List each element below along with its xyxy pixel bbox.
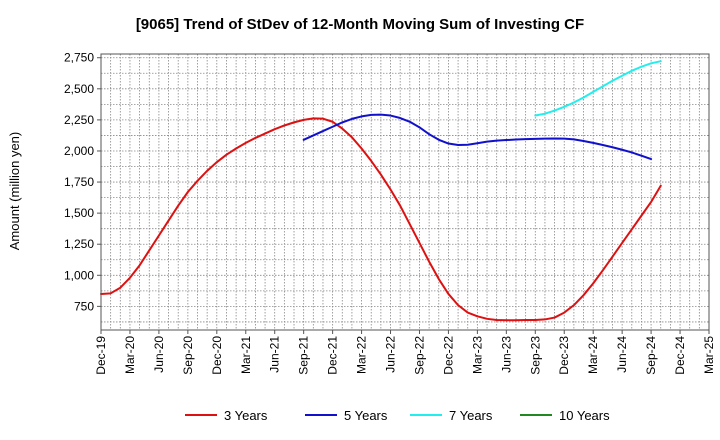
y-tick-label: 2,000 <box>64 144 94 158</box>
x-tick-label: Sep-24 <box>644 336 658 375</box>
grid <box>101 54 709 330</box>
y-tick-label: 1,000 <box>64 268 94 282</box>
x-tick-label: Mar-21 <box>239 336 253 374</box>
x-tick-label: Mar-20 <box>123 336 137 374</box>
x-tick-label: Sep-20 <box>181 336 195 375</box>
x-tick-label: Dec-19 <box>94 336 108 375</box>
legend-label-10-years: 10 Years <box>559 408 610 423</box>
x-tick-label: Dec-22 <box>441 336 455 375</box>
y-tick-label: 1,250 <box>64 237 94 251</box>
series-line-3-years <box>100 117 662 322</box>
x-tick-label: Dec-24 <box>673 336 687 375</box>
y-tick-label: 1,500 <box>64 206 94 220</box>
x-tick-label: Sep-21 <box>297 336 311 375</box>
x-tick-label: Jun-22 <box>384 336 398 373</box>
y-axis: 750 1,000 1,250 1,500 1,750 2,000 2,250 2,500 2,… <box>64 51 101 313</box>
y-tick-label: 2,750 <box>64 51 94 65</box>
x-tick-label: Mar-24 <box>586 336 600 374</box>
x-axis: Dec-19 Mar-20 Jun-20 Sep-20 Dec-20 Mar-21 Jun-… <box>94 330 716 375</box>
x-tick-label: Dec-21 <box>326 336 340 375</box>
y-tick-label: 2,250 <box>64 113 94 127</box>
legend-label-5-years: 5 Years <box>344 408 388 423</box>
x-tick-label: Jun-23 <box>499 336 513 373</box>
x-tick-label: Dec-20 <box>210 336 224 375</box>
legend-label-3-years: 3 Years <box>224 408 268 423</box>
y-tick-label: 2,500 <box>64 82 94 96</box>
x-tick-label: Sep-22 <box>412 336 426 375</box>
x-tick-label: Jun-20 <box>152 336 166 373</box>
series-line-7-years <box>534 60 662 117</box>
chart-title: [9065] Trend of StDev of 12-Month Moving… <box>136 16 584 33</box>
x-tick-label: Dec-23 <box>557 336 571 375</box>
plot-area <box>100 53 710 331</box>
x-tick-label: Mar-23 <box>470 336 484 374</box>
y-tick-label: 750 <box>74 299 94 313</box>
legend-label-7-years: 7 Years <box>449 408 493 423</box>
legend: 3 Years 5 Years 7 Years 10 Years <box>185 408 610 423</box>
y-tick-label: 1,750 <box>64 175 94 189</box>
x-tick-label: Mar-22 <box>355 336 369 374</box>
x-tick-label: Jun-24 <box>615 336 629 373</box>
x-tick-label: Sep-23 <box>528 336 542 375</box>
y-axis-label: Amount (million yen) <box>7 132 22 251</box>
x-tick-label: Mar-25 <box>702 336 716 374</box>
series-layer <box>100 60 662 322</box>
series-line-5-years <box>302 113 653 161</box>
x-tick-label: Jun-21 <box>268 336 282 373</box>
